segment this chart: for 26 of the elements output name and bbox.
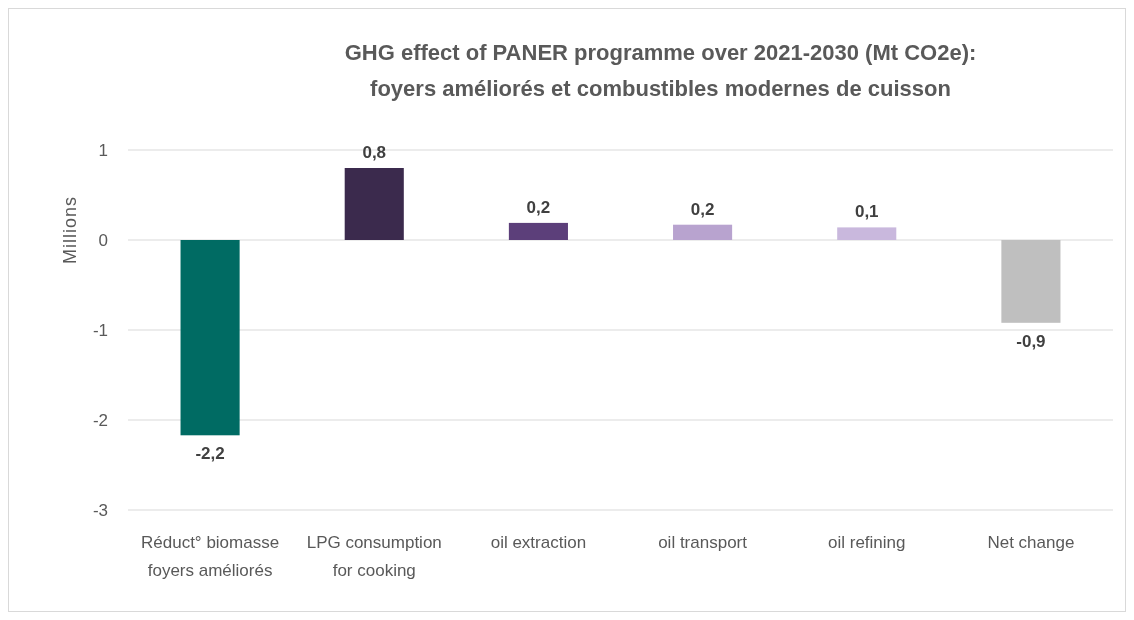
x-tick-label: oil refining [828, 533, 906, 552]
chart-title: GHG effect of PANER programme over 2021-2030 (Mt CO2e): [344, 40, 977, 65]
data-label: 0,2 [526, 197, 551, 217]
y-tick-label: 1 [98, 140, 108, 160]
bar [508, 222, 568, 240]
bar [837, 227, 897, 240]
data-label: 0,1 [854, 202, 879, 222]
x-tick-label: LPG consumption for cooking [306, 533, 442, 580]
bar [344, 168, 404, 240]
y-axis-title: Millions [60, 195, 80, 265]
y-tick-label: -1 [92, 320, 108, 340]
y-tick-label: -2 [92, 410, 108, 430]
data-label: 0,8 [362, 143, 387, 162]
chart-subtitle: foyers améliorés et combustibles modernes de cuisson [370, 76, 951, 101]
data-label: 0,2 [690, 199, 715, 219]
bar [180, 240, 240, 436]
y-tick-label: -3 [92, 500, 108, 520]
x-tick-label: Net change [987, 533, 1075, 552]
x-tick-label: oil extraction [490, 533, 587, 552]
data-label: -2,2 [195, 444, 225, 464]
data-label: -0,9 [1016, 331, 1046, 351]
bar [673, 224, 733, 240]
x-tick-label: oil transport [658, 533, 748, 552]
y-tick-label: 0 [98, 230, 108, 250]
x-tick-label: Réduct° biomasse foyers améliorés [141, 533, 280, 580]
bar [1001, 240, 1061, 323]
